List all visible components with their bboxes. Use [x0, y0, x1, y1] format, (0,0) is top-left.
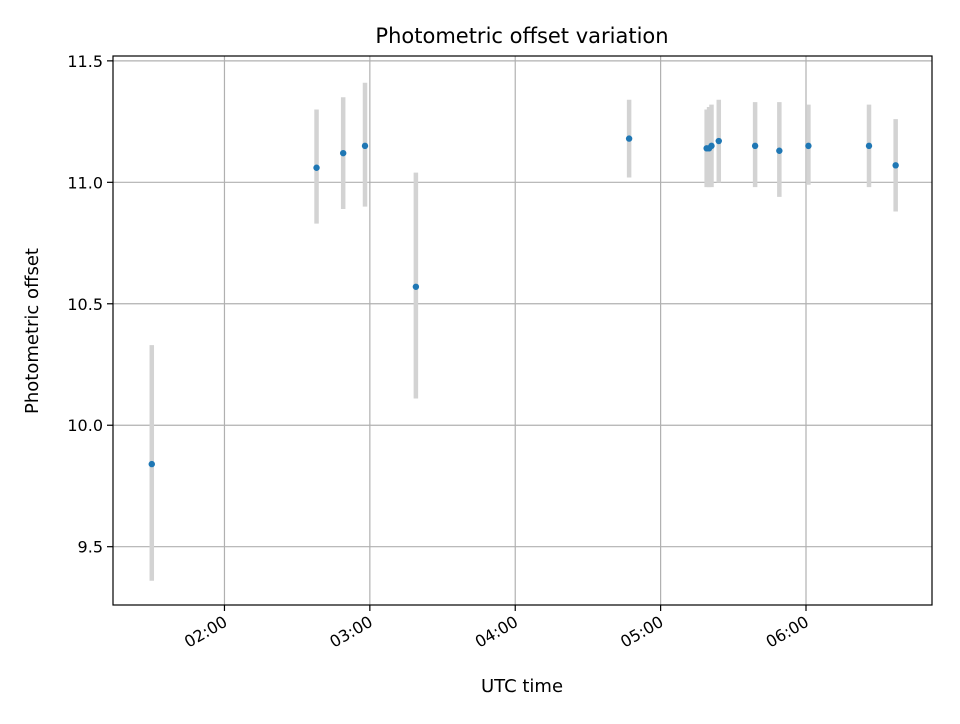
data-point — [625, 135, 633, 142]
y-tick-label: 10.5 — [67, 295, 103, 314]
data-point — [892, 162, 899, 169]
y-axis-label: Photometric offset — [22, 248, 43, 414]
data-point — [751, 142, 759, 150]
data-point — [715, 137, 722, 145]
y-tick-label: 10.0 — [67, 416, 103, 435]
data-point — [865, 142, 873, 150]
data-point — [776, 147, 783, 154]
y-tick-label: 11.5 — [67, 52, 103, 71]
data-point — [339, 149, 347, 157]
data-point — [361, 142, 369, 150]
data-point — [313, 164, 320, 171]
plot-frame — [112, 55, 933, 606]
x-axis-label: UTC time — [481, 676, 563, 697]
y-tick-label: 9.5 — [78, 538, 103, 557]
grid-layer — [113, 56, 932, 605]
data-point — [805, 142, 812, 150]
chart-title: Photometric offset variation — [375, 24, 668, 48]
data-point — [708, 142, 715, 150]
data-point — [412, 283, 420, 290]
y-tick-label: 11.0 — [67, 173, 103, 192]
point-layer — [148, 135, 899, 468]
data-point — [148, 460, 155, 468]
